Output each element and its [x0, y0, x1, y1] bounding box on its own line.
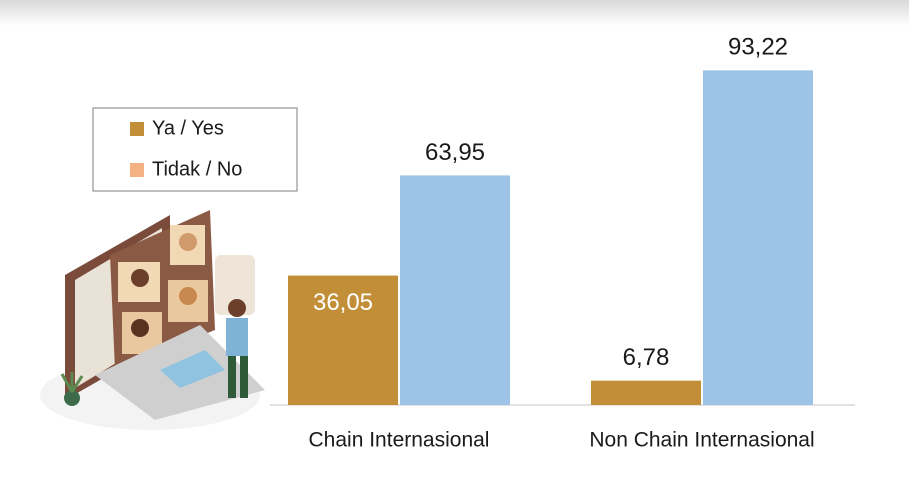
legend-swatch	[130, 163, 144, 177]
value-label: 6,78	[623, 344, 670, 371]
bar	[400, 175, 510, 405]
legend-swatch	[130, 122, 144, 136]
bar	[703, 70, 813, 405]
bar	[288, 275, 398, 405]
illustration	[40, 210, 265, 430]
value-label: 36,05	[313, 289, 373, 316]
bar	[591, 380, 701, 405]
value-label: 63,95	[425, 139, 485, 166]
legend-label: Ya / Yes	[152, 117, 224, 139]
x-tick-label: Non Chain Internasional	[589, 429, 814, 452]
legend-box	[92, 107, 298, 192]
legend-label: Tidak / No	[152, 158, 242, 180]
x-tick-label: Chain Internasional	[309, 429, 490, 452]
value-label: 93,22	[728, 34, 788, 61]
top-shade	[0, 0, 909, 26]
